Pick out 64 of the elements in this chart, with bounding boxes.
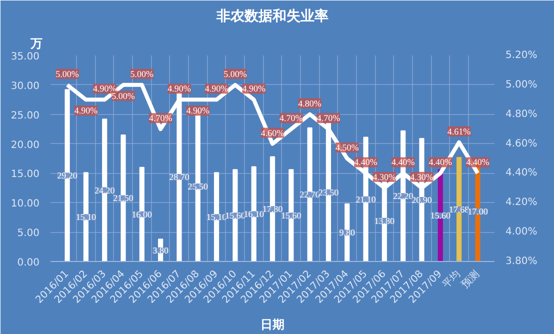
data-label: 17.00 [468,206,488,216]
data-label: 4.40% [428,157,453,168]
data-label: 4.50% [336,142,360,152]
y2-tick-label: 4.80% [506,108,538,120]
y-tick-label: 15.00 [10,169,40,180]
y-tick-label: 30.00 [10,80,40,92]
data-label: 23.50 [318,187,340,198]
data-label: 16.10 [244,209,264,220]
data-label: 4.30% [372,172,397,182]
data-label: 4.80% [298,98,322,108]
data-label: 4.90% [74,106,98,116]
data-label: 5.00% [130,68,154,79]
y2-tick-label: 5.00% [506,79,538,90]
data-label: 4.40% [354,157,378,168]
x-axis-title: 日期 [260,318,284,332]
data-label: 28.70 [169,172,190,182]
data-label: 4.40% [466,157,490,168]
data-label: 4.90% [186,106,210,116]
data-label: 5.00% [112,90,136,101]
y-tick-label: 5.00 [17,228,40,240]
data-label: 25.50 [188,181,209,192]
data-label: 16.00 [132,209,153,220]
y2-tick-label: 5.20% [506,50,538,61]
data-label: 17.68 [448,204,470,214]
data-label: 15.60 [430,210,452,221]
data-label: 4.30% [410,172,434,182]
data-label: 17.80 [262,204,284,214]
data-label: 3.80 [152,245,169,256]
data-label: 4.70% [148,113,173,124]
y2-tick-label: 3.80% [506,256,538,267]
y2-tick-label: 4.00% [506,226,538,238]
data-label: 4.90% [92,84,117,94]
y2-tick-label: 4.40% [506,168,538,179]
data-label: 4.70% [280,113,304,124]
y-tick-label: 35.00 [10,52,40,62]
data-label: 15.10 [76,212,97,222]
data-label: 21.50 [113,193,134,204]
y2-tick-label: 4.60% [506,138,538,150]
data-label: 15.10 [206,212,228,222]
data-label: 4.90% [204,84,229,94]
y-tick-label: 20.00 [10,140,40,151]
data-label: 29.20 [57,170,78,181]
data-label: 15.60 [281,210,302,221]
data-label: 5.00% [224,68,248,79]
data-label: 4.90% [242,84,266,94]
y-axis-title: 万 [30,36,42,50]
data-label: 13.80 [374,216,396,226]
chart-title: 非农数据和失业率 [216,8,328,24]
data-label: 4.60% [260,128,285,138]
data-label: 5.00% [56,68,80,79]
y-tick-label: 25.00 [10,110,40,122]
data-label: 4.70% [316,113,341,124]
data-label: 4.61% [447,126,472,136]
y-tick-label: 10.00 [10,198,40,210]
data-label: 4.40% [391,157,416,168]
data-label: 24.20 [94,185,116,196]
data-label: 21.10 [356,194,376,204]
data-label: 9.80 [339,228,356,238]
y-tick-label: 0.00 [17,258,40,268]
data-label: 22.20 [392,191,414,202]
data-label: 15.60 [225,210,246,221]
y2-tick-label: 4.20% [506,197,538,208]
data-label: 4.90% [168,84,192,94]
data-label: 20.90 [412,194,432,205]
